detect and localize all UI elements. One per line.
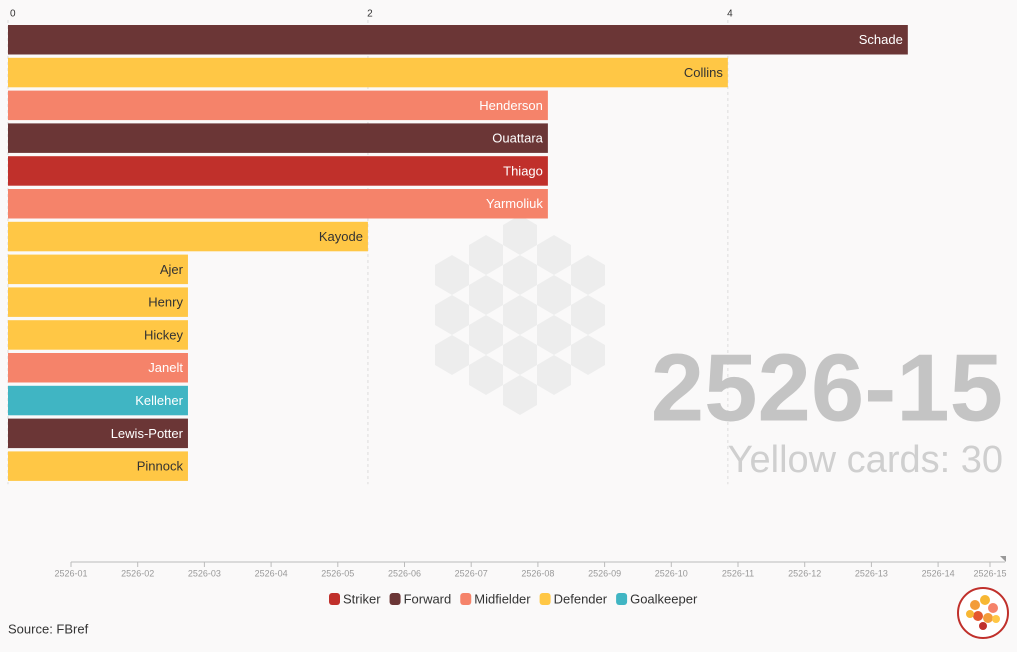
- bar-label: Schade: [859, 32, 903, 47]
- bar-label: Thiago: [503, 163, 543, 178]
- watermark: [435, 215, 605, 415]
- timeline-label: 2526-04: [255, 568, 288, 578]
- legend: Striker Forward Midfielder Defender Goalkeep…: [329, 591, 698, 606]
- timeline-handle[interactable]: [1000, 556, 1006, 562]
- timeline-label: 2526-11: [722, 568, 754, 578]
- bar: [8, 189, 548, 219]
- bar-label: Henderson: [479, 98, 543, 113]
- bar: [8, 385, 188, 416]
- legend-label: Goalkeeper: [630, 591, 698, 606]
- timeline-label: 2526-07: [455, 568, 488, 578]
- bar: [8, 221, 368, 252]
- bar: [8, 353, 188, 383]
- timeline-label: 2526-12: [788, 568, 821, 578]
- legend-label: Forward: [404, 591, 452, 606]
- bar: [8, 156, 548, 186]
- source: Source: FBref: [8, 621, 89, 636]
- legend-label: Midfielder: [474, 591, 531, 606]
- legend-swatch: [539, 593, 551, 605]
- bar-label: Collins: [684, 65, 724, 80]
- legend-swatch: [460, 593, 472, 605]
- bars: Schade Collins Henderson Ouattara Thiago Yarm…: [8, 25, 908, 481]
- bar-label: Lewis-Potter: [111, 426, 184, 441]
- timeline-label: 2526-01: [54, 568, 87, 578]
- bar-label: Janelt: [148, 360, 183, 375]
- logo[interactable]: [957, 587, 1009, 639]
- bar: [8, 418, 188, 449]
- counter-label: Yellow cards: 30: [728, 439, 1003, 481]
- legend-label: Defender: [554, 591, 608, 606]
- bar-label: Pinnock: [137, 459, 184, 474]
- bar-label: Ouattara: [492, 131, 543, 146]
- legend-swatch: [329, 593, 340, 605]
- bar: [8, 451, 188, 481]
- x-tick-label: 0: [10, 9, 16, 20]
- x-tick-label: 4: [727, 9, 733, 20]
- timeline-label: 2526-05: [321, 568, 354, 578]
- bar-label: Yarmoliuk: [486, 196, 543, 211]
- timeline-label: 2526-08: [521, 568, 554, 578]
- bar: [8, 123, 548, 153]
- timeline-label: 2526-13: [855, 568, 888, 578]
- legend-swatch: [389, 593, 401, 605]
- legend-label: Striker: [343, 591, 381, 606]
- bar-label: Ajer: [160, 262, 184, 277]
- period-label: 2526-15: [651, 334, 1003, 441]
- x-tick-label: 2: [367, 9, 373, 20]
- bar: [8, 254, 188, 285]
- bar-label: Kelleher: [135, 393, 183, 408]
- timeline-label: 2526-06: [388, 568, 421, 578]
- bar-label: Hickey: [144, 327, 184, 342]
- timeline-label: 2526-15: [973, 568, 1006, 578]
- timeline-label: 2526-03: [188, 568, 221, 578]
- bar: [8, 57, 728, 88]
- timeline-label: 2526-09: [588, 568, 621, 578]
- bar: [8, 25, 908, 55]
- bar: [8, 90, 548, 121]
- bar-label: Henry: [148, 295, 183, 310]
- bar-label: Kayode: [319, 229, 363, 244]
- timeline-label: 2526-02: [121, 568, 154, 578]
- timeline-label: 2526-14: [922, 568, 955, 578]
- bar: [8, 320, 188, 350]
- bar: [8, 287, 188, 317]
- timeline: 2526-01 2526-02 2526-03 2526-04 2526-05 2526-…: [54, 562, 1007, 578]
- legend-swatch: [616, 593, 628, 605]
- timeline-label: 2526-10: [655, 568, 688, 578]
